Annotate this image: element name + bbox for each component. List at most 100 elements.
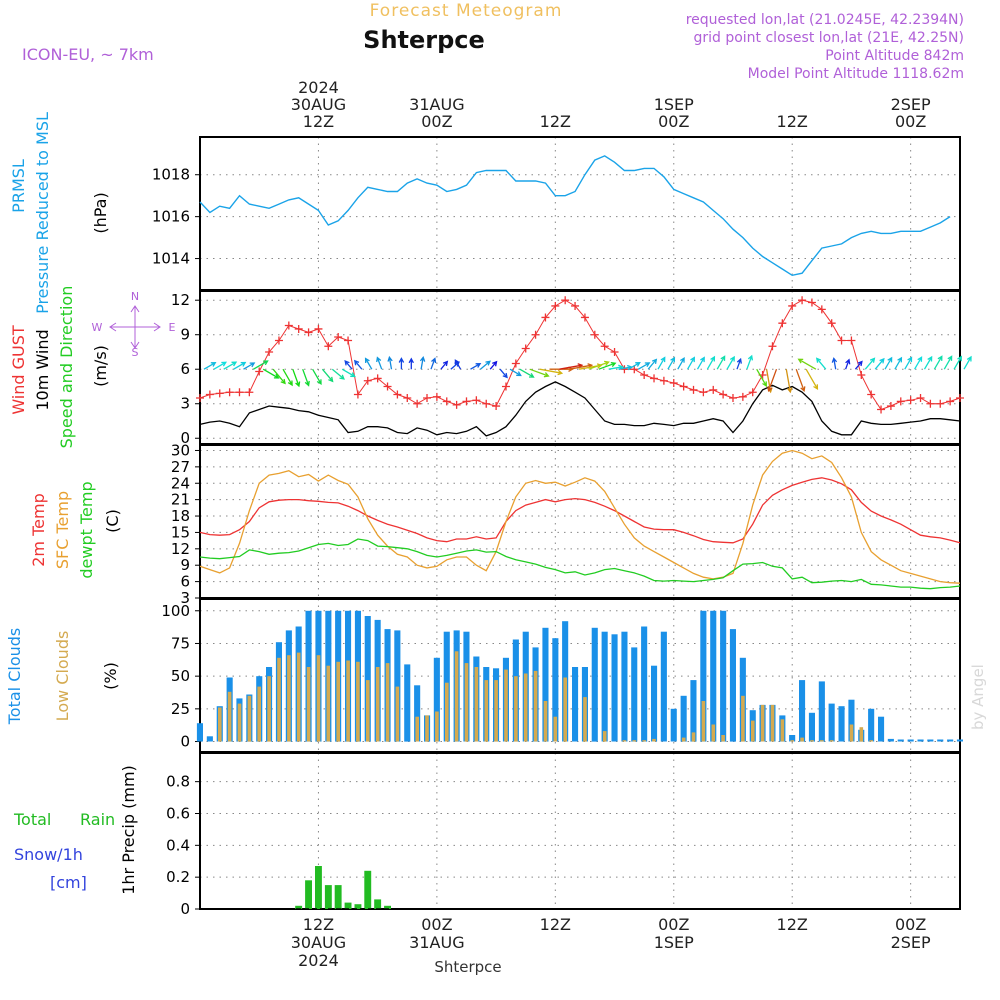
wind-direction-arrow [831, 357, 838, 370]
y-tick-label: 18 [171, 507, 190, 525]
rain-bar [295, 905, 303, 909]
wind-direction-arrow [914, 356, 923, 370]
total-clouds-bar [433, 657, 440, 742]
y-tick-label: 1018 [152, 166, 190, 184]
top-time-label: 31AUG [409, 95, 464, 114]
gust-marker [324, 342, 333, 351]
total-clouds-bar [414, 685, 421, 742]
low-clouds-bar [316, 655, 321, 742]
total-clouds-bar [799, 680, 806, 742]
compass-rose-icon [109, 305, 161, 349]
y-tick-label: 50 [171, 667, 190, 685]
compass-s-label: S [132, 346, 139, 359]
low-clouds-bar [375, 667, 380, 742]
bottom-time-label: 00Z [658, 915, 689, 934]
total-clouds-bar [651, 665, 658, 742]
hpa-unit-label: (hPa) [91, 192, 110, 233]
low-clouds-bar [760, 704, 765, 742]
gust-marker [590, 330, 599, 339]
wind-direction-arrow [696, 356, 705, 370]
gust-marker [610, 347, 619, 356]
gust-marker [906, 396, 915, 405]
total-clouds-bar [956, 739, 963, 742]
gust-marker [521, 344, 530, 353]
total-clouds-bar [917, 739, 924, 742]
rain-bar [354, 904, 362, 909]
dewpt-temp-label: dewpt Temp [77, 481, 96, 578]
rain-bar [315, 866, 322, 909]
bottom-time-label: 00Z [895, 915, 926, 934]
gust-marker [501, 382, 510, 391]
gust-marker [482, 399, 491, 408]
low-clouds-bar [435, 711, 439, 742]
wind-panel: 0 3 6 9 12 [171, 290, 972, 447]
wind-direction-arrow [943, 355, 953, 370]
wind-direction-arrow [746, 354, 754, 370]
top-time-label: 12Z [303, 112, 334, 131]
bottom-time-label: 00Z [421, 915, 452, 934]
low-clouds-bar [523, 673, 528, 742]
grid-point-coords: grid point closest lon,lat (21E, 42.25N) [693, 30, 964, 46]
gust-marker [373, 374, 382, 383]
wind-direction-arrow [344, 359, 353, 370]
low-clouds-bar [356, 661, 360, 742]
wind-direction-arrow [341, 368, 356, 378]
low-clouds-bar [425, 715, 429, 742]
wind-direction-arrow [302, 368, 310, 387]
wind-direction-arrow [262, 368, 280, 379]
gust-marker [877, 405, 886, 414]
low-clouds-bar [395, 686, 400, 742]
total-clouds-bar [907, 739, 914, 742]
wind-direction-arrow [321, 368, 334, 383]
total-clouds-bar [394, 630, 401, 742]
total-clouds-bar [828, 703, 835, 742]
wind-direction-arrow [223, 361, 238, 370]
wind-direction-arrow [331, 368, 345, 380]
y-tick-label: 3 [180, 589, 190, 607]
gust-marker [413, 399, 422, 408]
low-clouds-bar [494, 680, 498, 742]
low-clouds-bar [681, 737, 686, 742]
low-clouds-bar [218, 707, 222, 742]
panel-labels: PRMSL Pressure Reduced to MSL (hPa) Wind GU… [5, 112, 176, 895]
wind-direction-arrow [854, 360, 863, 370]
gust-marker [886, 402, 895, 411]
clouds-panel: 0 25 50 75 100 [161, 598, 963, 753]
wind-direction-arrow [499, 368, 508, 379]
snow-1h-label: Snow/1h [14, 845, 83, 864]
top-time-label: 00Z [895, 112, 926, 131]
wind-direction-arrow [292, 368, 301, 388]
low-clouds-bar [790, 740, 794, 742]
total-clouds-bar [710, 610, 717, 742]
gust-marker [344, 336, 353, 345]
low-clouds-bar [474, 667, 479, 742]
gust-marker [571, 301, 580, 310]
wind-direction-arrow [213, 361, 227, 370]
footer-location: Shterpce [434, 958, 501, 976]
wind-direction-arrow [963, 355, 972, 370]
total-clouds-bar [848, 699, 855, 742]
low-clouds-bar [257, 686, 261, 742]
pressure-msl-label: Pressure Reduced to MSL [33, 112, 52, 314]
low-clouds-bar [583, 697, 587, 742]
celsius-unit-label: (C) [103, 509, 122, 533]
low-clouds-bar [849, 724, 854, 742]
wind-direction-arrow [923, 355, 933, 370]
y-tick-label: 0.4 [166, 836, 190, 854]
total-clouds-bar [700, 610, 707, 742]
bottom-time-label: 12Z [303, 915, 334, 934]
precip-unit-label: 1hr Precip (mm) [119, 765, 138, 895]
rain-bar [364, 870, 372, 909]
gust-marker [531, 330, 540, 339]
top-time-label: 2SEP [891, 95, 931, 114]
y-tick-label: 0 [180, 900, 190, 918]
wind-direction-arrow [519, 368, 535, 378]
y-tick-label: 0.2 [166, 868, 190, 886]
y-tick-label: 12 [171, 540, 190, 558]
low-clouds-bar [563, 677, 567, 742]
y-tick-label: 0 [180, 429, 190, 447]
gust-marker [294, 324, 303, 333]
gust-marker [709, 385, 718, 394]
gust-marker [393, 390, 402, 399]
gust-marker [847, 336, 856, 345]
